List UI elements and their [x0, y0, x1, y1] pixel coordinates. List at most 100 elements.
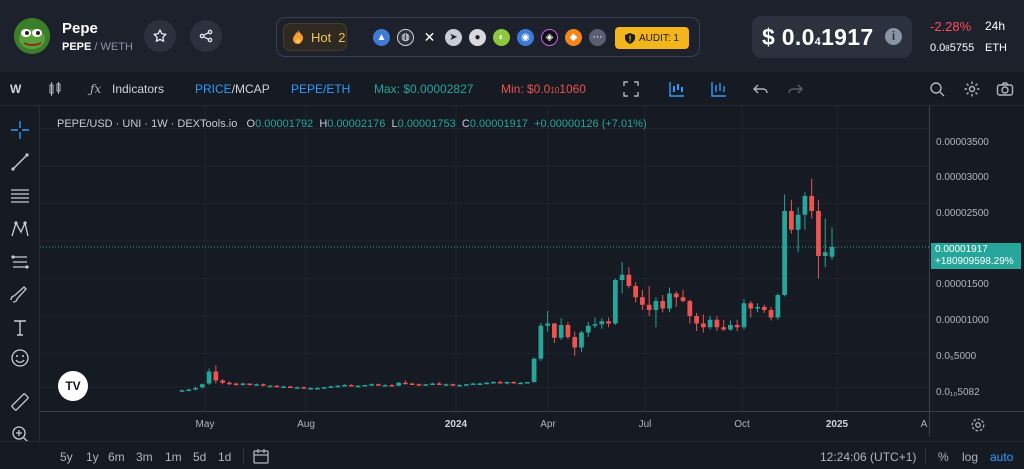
candles-chart-icon[interactable] [668, 80, 686, 98]
globe-icon[interactable]: ◍ [397, 29, 414, 46]
range-5d[interactable]: 5d [193, 450, 207, 464]
range-5y[interactable]: 5y [60, 450, 73, 464]
pattern-icon[interactable] [10, 219, 30, 239]
candle[interactable] [206, 368, 212, 386]
pair-toggle[interactable]: PEPE/ETH [291, 82, 351, 96]
chart-icon[interactable]: ▲ [373, 29, 390, 46]
hot-badge[interactable]: Hot 2 [283, 23, 347, 51]
log-toggle[interactable]: log [962, 450, 979, 464]
more-icon[interactable]: ⋯ [589, 29, 606, 46]
fib-retracement-icon[interactable] [10, 186, 30, 206]
quick-search-icon[interactable] [928, 80, 946, 98]
interval-button[interactable]: W [10, 82, 22, 96]
price-axis[interactable]: 0.00003500 0.00003000 0.00002500 0.00001500… [929, 106, 1024, 411]
candle[interactable] [633, 282, 639, 303]
candlestick-plot[interactable] [40, 106, 929, 411]
candle[interactable] [592, 317, 598, 329]
candle[interactable] [375, 383, 381, 386]
candle[interactable] [294, 386, 300, 389]
candle[interactable] [497, 380, 503, 384]
candle[interactable] [789, 199, 794, 234]
coinmarketcap-icon[interactable]: ◉ [517, 29, 534, 46]
candle[interactable] [775, 293, 781, 320]
coingecko-icon[interactable]: ◐ [493, 29, 510, 46]
candle[interactable] [491, 381, 496, 384]
candle[interactable] [430, 382, 435, 385]
favorite-button[interactable] [144, 20, 176, 52]
axis-settings-gear-icon[interactable] [970, 417, 986, 433]
range-1y[interactable]: 1y [86, 450, 99, 464]
candle[interactable] [342, 384, 347, 387]
candle[interactable] [193, 386, 198, 391]
candle[interactable] [531, 357, 537, 383]
candle[interactable] [741, 298, 747, 330]
candle[interactable] [443, 383, 449, 386]
candle[interactable] [389, 384, 395, 387]
candle[interactable] [247, 383, 253, 386]
range-3m[interactable]: 3m [136, 450, 153, 464]
candle[interactable] [626, 267, 632, 289]
candle[interactable] [714, 316, 720, 331]
candle[interactable] [802, 192, 808, 230]
candle[interactable] [457, 384, 462, 387]
candle[interactable] [816, 199, 821, 279]
prediction-icon[interactable] [10, 252, 30, 272]
candle[interactable] [579, 331, 584, 352]
percent-toggle[interactable]: % [938, 450, 949, 464]
candle[interactable] [186, 388, 192, 391]
candle[interactable] [707, 316, 713, 330]
candle[interactable] [260, 383, 266, 387]
trendline-icon[interactable] [10, 152, 30, 172]
candle[interactable] [565, 322, 571, 340]
candle[interactable] [267, 385, 273, 388]
settings-gear-icon[interactable] [963, 80, 981, 98]
candle[interactable] [646, 286, 652, 316]
redo-icon[interactable] [786, 80, 804, 98]
candle[interactable] [396, 382, 402, 387]
candle[interactable] [348, 384, 354, 387]
candle[interactable] [640, 289, 645, 310]
candle[interactable] [179, 389, 185, 392]
candle[interactable] [518, 382, 523, 385]
candle[interactable] [700, 314, 706, 333]
bars-chart-icon[interactable] [710, 80, 728, 98]
indicators-button[interactable]: Indicators [112, 82, 165, 96]
dextools-icon[interactable]: ◈ [541, 29, 558, 46]
ruler-icon[interactable] [10, 392, 30, 412]
range-1d[interactable]: 1d [218, 450, 232, 464]
candle[interactable] [728, 320, 733, 332]
candle[interactable] [660, 295, 666, 313]
candle[interactable] [829, 227, 835, 260]
range-6m[interactable]: 6m [108, 450, 125, 464]
candle[interactable] [667, 287, 672, 313]
x-icon[interactable]: ✕ [423, 29, 436, 45]
candle[interactable] [308, 387, 314, 390]
telegram-icon[interactable]: ➤ [445, 29, 462, 46]
price-chart[interactable]: PEPE/USD · UNI · 1W · DEXTools.io O0.000… [40, 106, 929, 411]
candle[interactable] [220, 379, 225, 385]
candle[interactable] [403, 380, 408, 385]
candle[interactable] [281, 385, 286, 388]
info-icon[interactable]: i [885, 28, 902, 45]
candle[interactable] [362, 385, 368, 387]
candle-type-icon[interactable] [46, 80, 64, 98]
candle[interactable] [315, 387, 320, 390]
candle[interactable] [287, 385, 293, 388]
candle[interactable] [470, 382, 476, 385]
candle[interactable] [619, 262, 625, 294]
candle[interactable] [680, 289, 686, 303]
emoji-icon[interactable] [10, 348, 30, 368]
candle[interactable] [795, 207, 801, 253]
candle[interactable] [484, 382, 490, 385]
candle[interactable] [436, 382, 442, 385]
fullscreen-icon[interactable] [622, 80, 640, 98]
candle[interactable] [524, 382, 530, 384]
candle[interactable] [213, 365, 219, 384]
candle[interactable] [450, 383, 456, 386]
candle[interactable] [355, 385, 361, 388]
candle[interactable] [721, 319, 727, 331]
candle[interactable] [572, 331, 578, 356]
audit-badge[interactable]: AUDIT: 1 [615, 27, 689, 49]
candle[interactable] [504, 381, 510, 385]
candle[interactable] [761, 304, 767, 313]
